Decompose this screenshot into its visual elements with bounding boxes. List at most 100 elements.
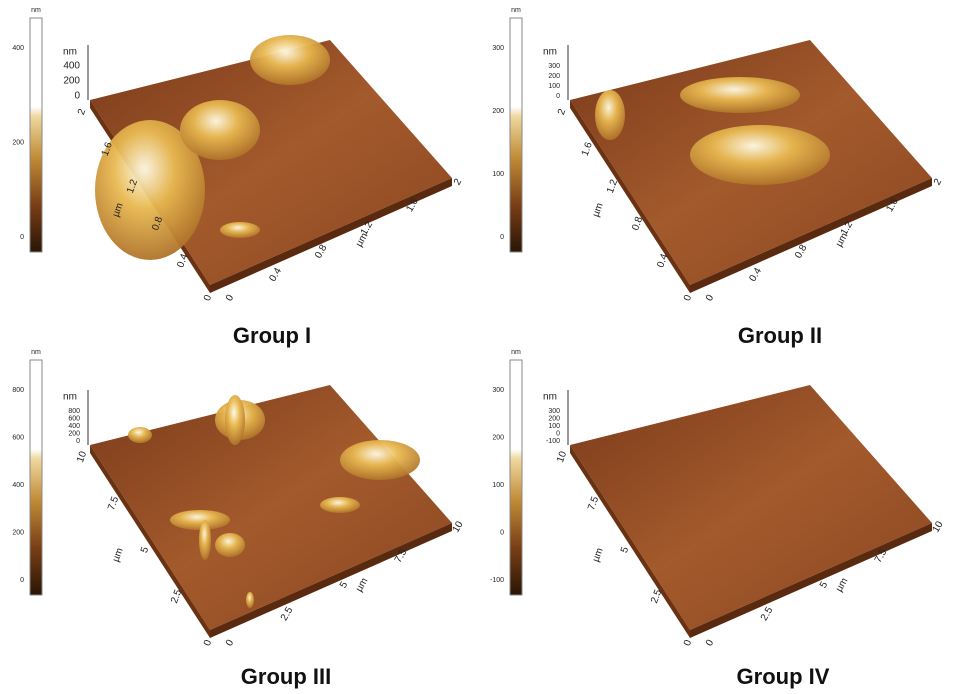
colorbar (29, 359, 43, 596)
colorbar-unit: nm (31, 7, 41, 14)
z-axis-tick: 0 (74, 91, 80, 102)
y-axis-tick: 2 (76, 107, 88, 116)
y-axis-tick: 0.4 (655, 252, 670, 269)
surface-feature (128, 427, 152, 443)
surface-feature (220, 222, 260, 238)
surface-feature (690, 125, 830, 185)
y-axis-unit: µm (591, 202, 606, 219)
colorbar-tick: 300 (492, 45, 504, 52)
x-axis-tick: 5 (338, 580, 351, 591)
x-axis-tick: 10 (931, 519, 946, 535)
y-axis-unit: µm (111, 202, 126, 219)
colorbar-tick: 400 (12, 482, 24, 489)
surface-feature (215, 533, 245, 557)
z-axis-tick: 800 (68, 408, 80, 415)
y-axis-tick: 1.2 (605, 178, 620, 195)
colorbar-unit: nm (511, 7, 521, 14)
surface-edge (690, 523, 932, 638)
colorbar-unit: nm (511, 349, 521, 356)
z-axis-tick: 400 (63, 61, 80, 72)
z-axis-unit: nm (63, 47, 77, 58)
colorbar-tick: 0 (20, 234, 24, 241)
y-axis-tick: 0 (202, 638, 214, 647)
colorbar-tick: -100 (490, 577, 504, 584)
x-axis-tick: 0.4 (267, 266, 284, 284)
colorbar-unit: nm (31, 349, 41, 356)
y-axis-tick: 0.4 (175, 252, 190, 269)
surface-feature (680, 77, 800, 113)
colorbar-tick: 200 (492, 434, 504, 441)
x-axis-unit: µm (354, 576, 371, 594)
y-axis-tick: 0 (682, 638, 694, 647)
y-axis-tick: 1.6 (100, 140, 115, 157)
colorbar-tick: 100 (492, 171, 504, 178)
z-axis-tick: 100 (548, 423, 560, 430)
panel: nm8006004002000nm800600400200002.557.510… (12, 349, 466, 689)
y-axis-tick: 1.2 (125, 178, 140, 195)
surface-feature (340, 440, 420, 480)
z-axis-tick: 300 (548, 63, 560, 70)
z-axis-tick: 100 (548, 83, 560, 90)
surface-feature (180, 100, 260, 160)
surface-feature (246, 592, 254, 608)
surface-feature (250, 35, 330, 85)
y-axis-tick: 10 (75, 450, 89, 465)
x-axis-tick: 2 (452, 177, 465, 188)
colorbar-tick: 0 (20, 577, 24, 584)
z-axis-tick: 200 (548, 73, 560, 80)
colorbar-tick: 400 (12, 45, 24, 52)
y-axis-tick: 5 (619, 545, 631, 554)
y-axis-tick: 10 (555, 450, 569, 465)
x-axis-unit: µm (834, 576, 851, 594)
x-axis-tick: 0 (224, 293, 237, 304)
z-axis-tick: 600 (68, 415, 80, 422)
z-axis-unit: nm (63, 392, 77, 403)
surface-feature (199, 520, 211, 560)
y-axis-tick: 0 (202, 293, 214, 302)
z-axis-tick: 0 (76, 438, 80, 445)
z-axis-tick: 300 (548, 408, 560, 415)
surface-edge (210, 178, 452, 293)
z-axis-tick: -100 (546, 438, 560, 445)
y-axis-tick: 0.8 (630, 215, 645, 232)
x-axis-tick: 2.5 (759, 605, 776, 623)
colorbar (509, 17, 523, 253)
colorbar-tick: 0 (500, 234, 504, 241)
panel: nm4002000nm400200000.40.81.21.62µm00.40.… (12, 7, 464, 348)
colorbar (29, 17, 43, 253)
y-axis-tick: 2.5 (649, 588, 664, 605)
colorbar-tick: 300 (492, 387, 504, 394)
z-axis-unit: nm (543, 392, 557, 403)
y-axis-tick: 5 (139, 545, 151, 554)
panel-title: Group I (233, 323, 311, 348)
y-axis-tick: 0.8 (150, 215, 165, 232)
surface-feature (320, 497, 360, 513)
y-axis-tick: 7.5 (106, 495, 121, 512)
z-axis-tick: 200 (548, 415, 560, 422)
x-axis-tick: 2.5 (279, 605, 296, 623)
colorbar-tick: 800 (12, 387, 24, 394)
colorbar-tick: 100 (492, 482, 504, 489)
surface (90, 385, 452, 630)
colorbar-tick: 200 (492, 108, 504, 115)
x-axis-tick: 2 (932, 177, 945, 188)
panel-title: Group III (241, 664, 331, 689)
surface-feature (95, 120, 205, 260)
surface-edge (210, 523, 452, 638)
surface-edge (570, 445, 690, 638)
z-axis-tick: 200 (68, 430, 80, 437)
y-axis-tick: 0 (682, 293, 694, 302)
colorbar-tick: 200 (12, 139, 24, 146)
z-axis-tick: 0 (556, 93, 560, 100)
colorbar (509, 359, 523, 596)
y-axis-tick: 1.6 (580, 140, 595, 157)
x-axis-tick: 0 (704, 638, 717, 649)
y-axis-unit: µm (591, 547, 606, 564)
x-axis-tick: 0 (704, 293, 717, 304)
x-axis-tick: 5 (818, 580, 831, 591)
y-axis-tick: 2.5 (169, 588, 184, 605)
x-axis-tick: 0 (224, 638, 237, 649)
y-axis-tick: 2 (556, 107, 568, 116)
z-axis-unit: nm (543, 47, 557, 58)
